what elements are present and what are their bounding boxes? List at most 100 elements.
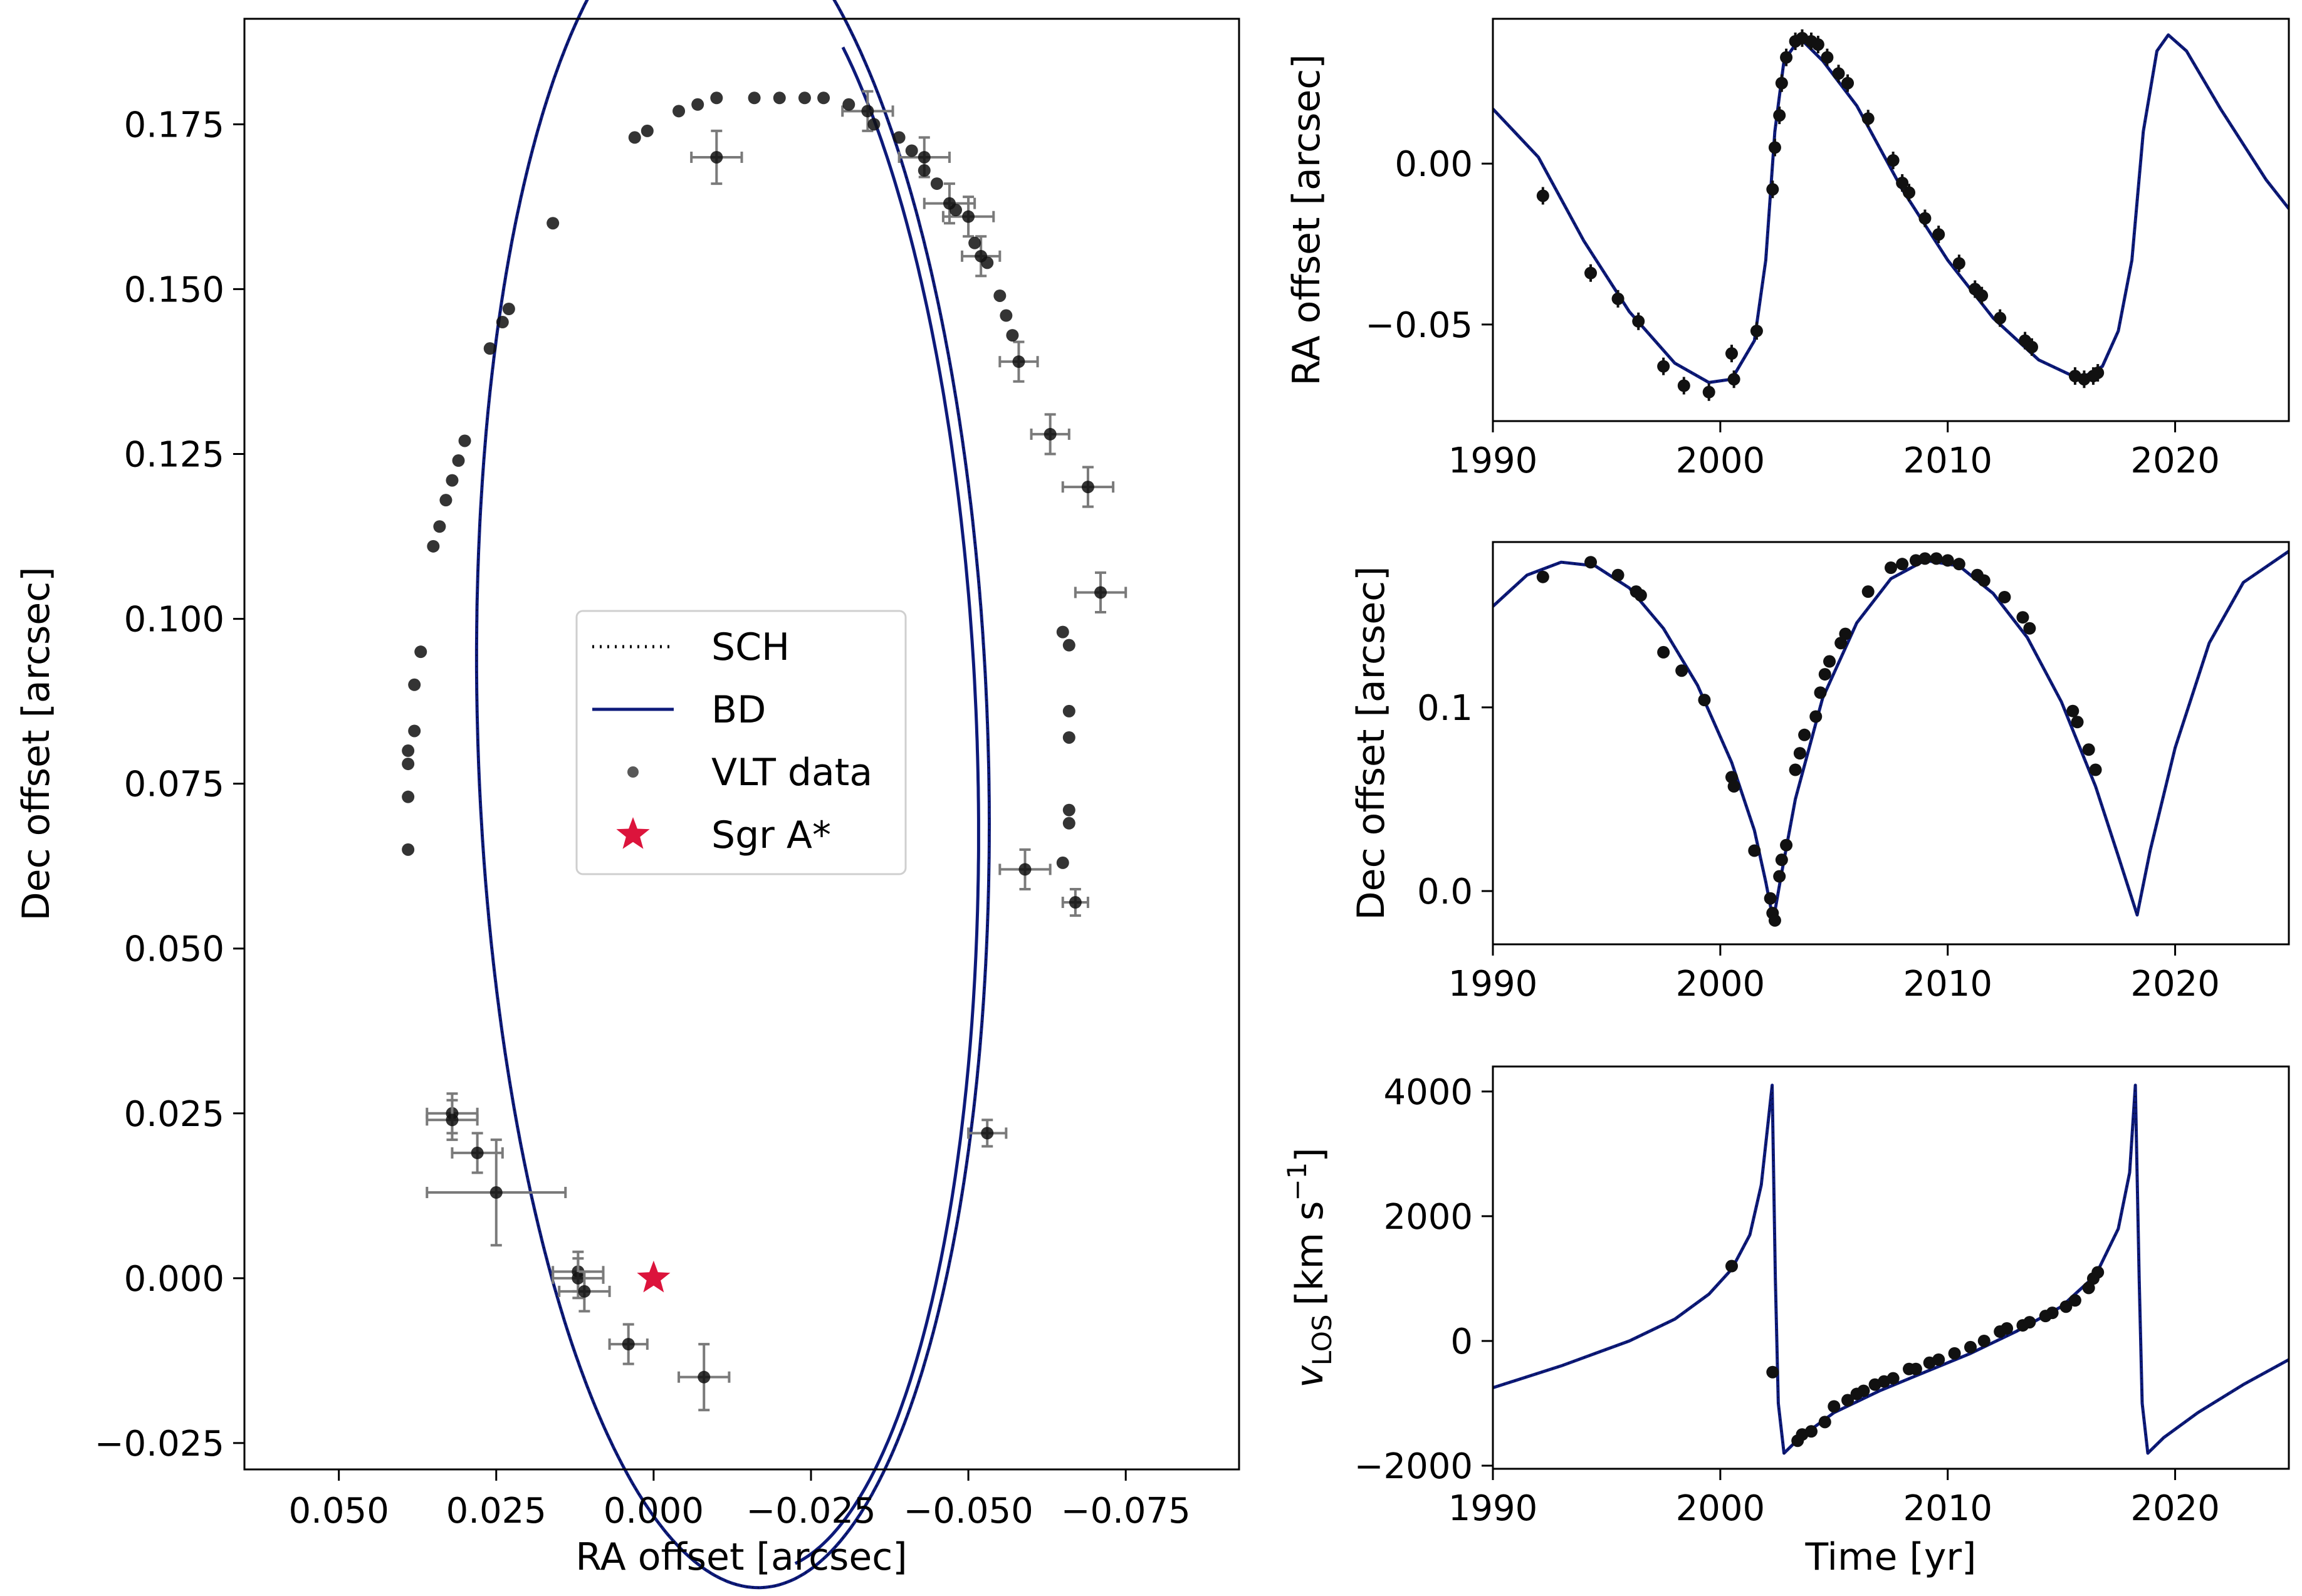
dec-data-point [1977,574,1991,587]
dec-data-point [1675,664,1688,677]
dec-data-point [1698,694,1711,707]
vlt-data-point [710,91,723,105]
vlos-series-group [1493,1083,2289,1455]
dec-data-point [1809,710,1823,723]
vlt-data-point [842,98,855,111]
dec-axes-frame [1492,541,2290,946]
dec-data-point [2071,716,2084,729]
legend-vlt-label: VLT data [711,751,872,795]
ra-data-point [1725,347,1738,360]
orbit-x-tick-label: −0.050 [903,1491,1033,1531]
vlos-x-ticks: 1990 2000 2010 2020 [1448,1469,2220,1529]
vlt-data-point [471,1146,484,1159]
ra-data-point [1702,385,1715,399]
dec-data-point [1896,558,1909,571]
vlos-sch-model-line [1493,1085,2289,1455]
orbit-x-tick-label: −0.075 [1061,1491,1191,1531]
legend-vlt-marker [627,766,639,778]
vlos-data-point [1841,1394,1855,1407]
ra-data-point [1832,67,1845,80]
vlt-data-point [1062,704,1075,717]
dec-time-panel: 1990 2000 2010 2020 0.1 0.0 Dec offset [arcs… [1349,541,2290,1004]
orbit-y-tick-label: 0.150 [124,269,224,310]
dec-bd-model-line [1493,550,2289,922]
ra-data-point [1861,112,1875,125]
dec-x-tick-label: 2000 [1676,964,1766,1004]
vlos-x-tick-label: 2020 [2130,1488,2220,1529]
ra-data-point [1994,311,2007,325]
orbit-x-ticks: 0.050 0.025 0.000 −0.025 −0.050 −0.075 [289,1469,1191,1531]
dec-data-point [2089,763,2102,776]
ra-time-panel: 1990 2000 2010 2020 0.00 −0.05 RA offset [ar… [1285,18,2290,481]
dec-data-point [1780,838,1793,852]
ra-data-point [1611,292,1624,305]
vlt-data-point [408,678,421,691]
vlt-data-point [1000,309,1013,322]
ra-data-point [1536,189,1549,202]
vlos-axes-frame [1492,1065,2290,1470]
dec-data-point [1818,668,1831,681]
vlos-x-tick-label: 2010 [1903,1488,1992,1529]
vlos-data-point [1857,1384,1870,1397]
vlt-data-point [950,204,963,217]
sgra-star-marker [637,1260,671,1293]
vlt-data-point [918,150,931,164]
dec-data-point [1634,589,1647,602]
orbit-y-tick-label: 0.100 [124,600,224,640]
dec-data-point [1839,627,1852,640]
ra-x-tick-label: 2020 [2130,441,2220,481]
vlt-data-point [402,744,415,758]
vlt-data-point [408,724,421,738]
ra-data-point [1903,186,1916,199]
vlt-data-point [981,1127,994,1140]
ra-x-tick-label: 1990 [1448,441,1538,481]
orbit-y-tick-label: 0.125 [124,435,224,476]
dec-data-point [1861,585,1875,598]
vlt-data-point [691,98,704,111]
vlt-data-point [1094,586,1107,599]
vlos-x-tick-label: 1990 [1448,1488,1538,1529]
vlt-data-point [905,144,918,157]
dec-data-point [2023,622,2036,635]
ra-data-point [1821,51,1834,64]
dec-data-point [1775,853,1788,867]
vlt-data-point [402,843,415,856]
dec-data-point [1611,568,1624,582]
ra-data-point [1775,76,1788,90]
ra-time-plot-area [1493,29,2289,401]
vlos-y-tick-label: 4000 [1383,1072,1473,1113]
orbit-x-tick-label: −0.025 [746,1491,876,1531]
ra-data-point [1766,183,1779,196]
dec-y-tick-label: 0.0 [1417,872,1473,912]
dec-data-point [1584,556,1598,569]
ra-x-ticks: 1990 2000 2010 2020 [1448,421,2220,481]
vlt-data-point [446,1114,459,1127]
dec-data-point [1768,914,1781,927]
vlt-data-point [993,289,1007,302]
vlt-data-point [433,520,446,533]
dec-data-point [1952,558,1965,571]
vlos-data-point [1766,1365,1779,1379]
orbit-y-tick-label: 0.000 [124,1259,224,1300]
dec-data-point [1930,552,1943,565]
vlt-data-point [622,1338,635,1351]
vlos-x-tick-label: 2000 [1676,1488,1766,1529]
vlos-data-point [2023,1316,2036,1329]
ra-y-ticks: 0.00 −0.05 [1365,144,1493,346]
dec-data-point [2066,704,2080,717]
ra-data-point [1584,266,1598,279]
legend-box [575,610,907,875]
orbit-panel: 0.050 0.025 0.000 −0.025 −0.050 −0.075 −0.025… [14,0,1240,1590]
ra-y-axis-label: RA offset [arcsec] [1285,54,1329,385]
vlos-data-point [2046,1307,2059,1320]
vlt-data-point [962,210,975,223]
vlt-data-point [414,645,427,659]
orbit-y-tick-label: 0.050 [124,929,224,970]
vlt-data-point [867,118,881,131]
ra-data-point [2091,366,2105,379]
orbit-plot-area [402,0,1127,1590]
vlos-y-tick-label: 2000 [1383,1197,1473,1238]
vlt-data-point [1069,896,1082,909]
dec-data-point [1885,561,1897,575]
dec-data-point [1798,728,1811,741]
